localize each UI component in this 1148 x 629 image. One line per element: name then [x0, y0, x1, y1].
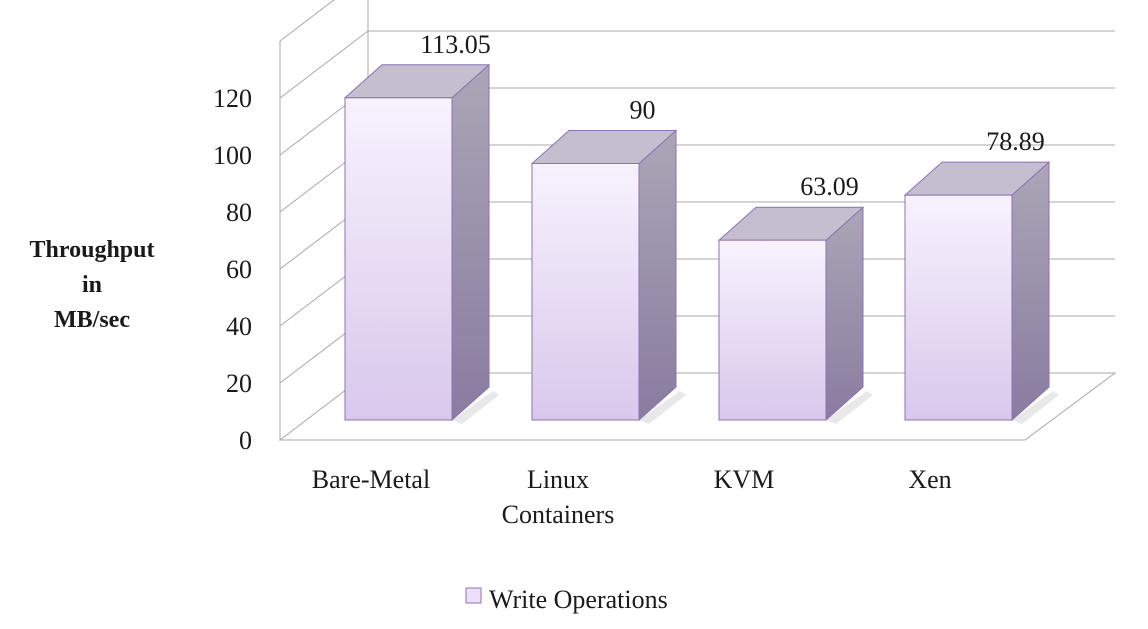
gridline-side [279, 30, 369, 99]
x-category-label: Bare-Metal [312, 465, 430, 494]
bar-side [825, 206, 864, 422]
x-category-label: Xen [908, 465, 951, 494]
x-axis-categories: Bare-Metal Linux Containers KVM Xen [312, 465, 952, 529]
y-axis-ticks: 0 20 40 60 80 100 120 [213, 84, 252, 455]
y-tick-label: 20 [226, 369, 252, 398]
bar: 90 [530, 96, 686, 424]
bar: 78.89 [903, 127, 1059, 424]
bar-front [531, 163, 640, 421]
bars: 113.05 90 63.09 78.89 [343, 30, 1059, 424]
y-tick-label: 100 [213, 141, 252, 170]
bar-shadow [1012, 391, 1059, 424]
y-tick-label: 80 [226, 198, 252, 227]
data-label: 113.05 [420, 30, 491, 59]
y-axis-label: Throughput in MB/sec [30, 237, 155, 333]
bar-side [1011, 161, 1050, 422]
legend: Write Operations [465, 585, 668, 614]
bar-front [904, 194, 1013, 421]
data-label: 78.89 [986, 127, 1045, 156]
bar: 113.05 [343, 30, 499, 424]
bar-front [718, 239, 827, 421]
bar-shadow [452, 391, 499, 424]
x-category-label: Linux Containers [502, 465, 615, 529]
legend-swatch [465, 587, 482, 604]
data-label: 63.09 [800, 172, 859, 201]
bar-shadow [826, 391, 873, 424]
bar-side [638, 129, 677, 422]
legend-item-write-operations: Write Operations [489, 585, 668, 614]
gridline-side [279, 0, 335, 42]
data-label: 90 [630, 96, 656, 125]
bar-shadow [639, 391, 686, 424]
bar-side [451, 63, 490, 422]
y-tick-label: 40 [226, 312, 252, 341]
bar: 63.09 [717, 172, 873, 424]
y-tick-label: 60 [226, 255, 252, 284]
x-category-label: KVM [714, 465, 775, 494]
y-tick-label: 0 [239, 426, 252, 455]
y-tick-label: 120 [213, 84, 252, 113]
bar-front [344, 97, 453, 421]
